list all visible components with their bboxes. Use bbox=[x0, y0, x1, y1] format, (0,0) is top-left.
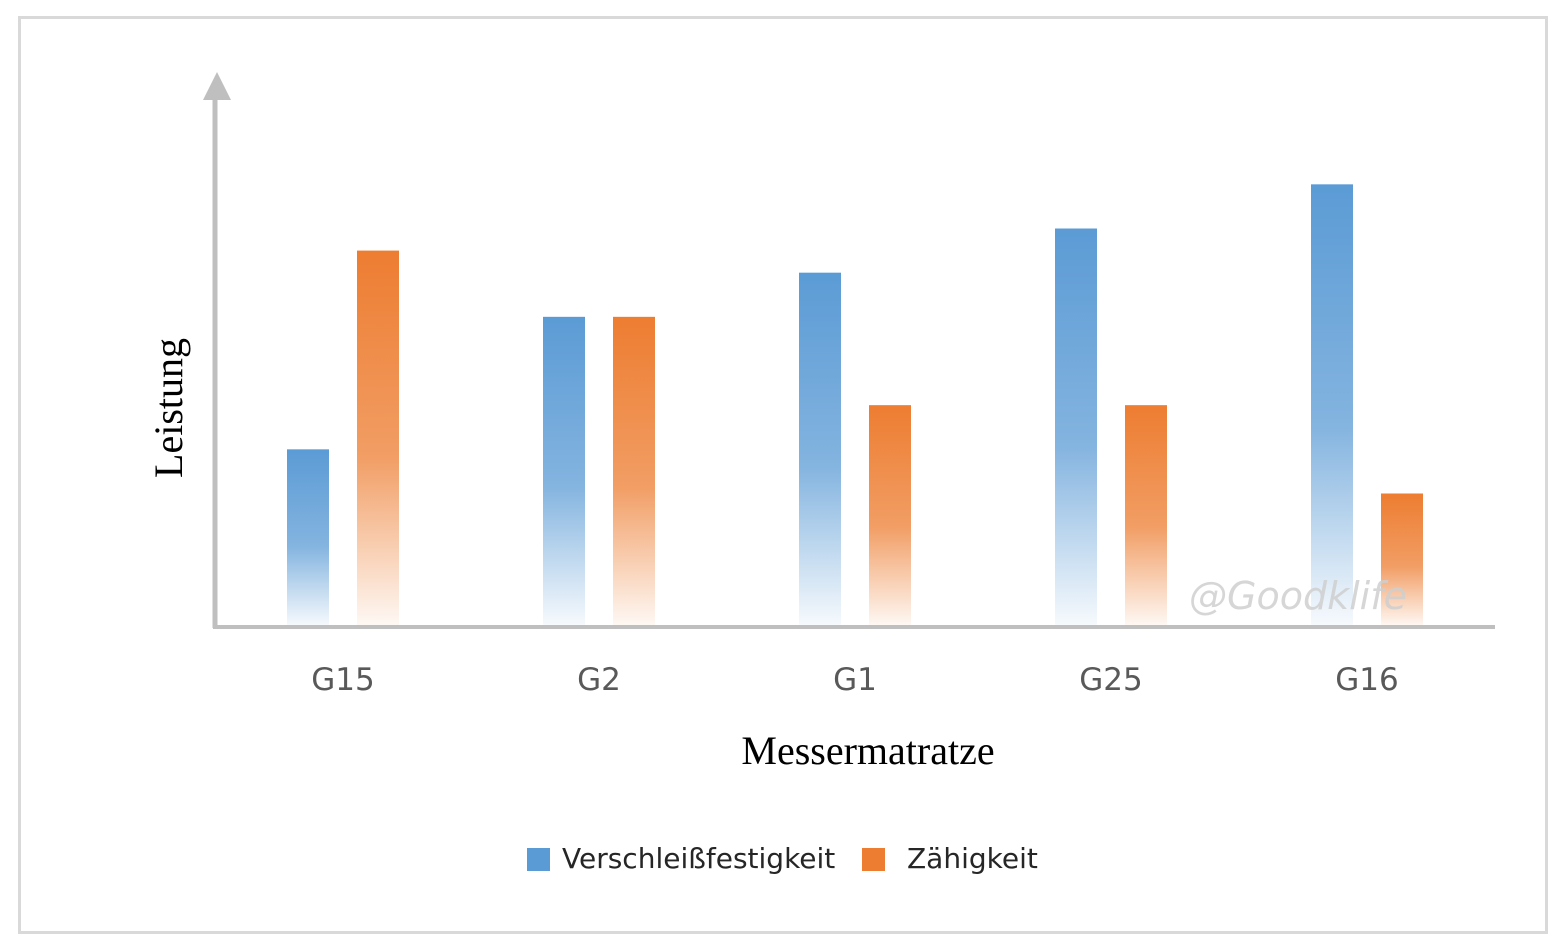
legend-label-zaehigkeit: Zähigkeit bbox=[907, 842, 1038, 875]
category-label-g1: G1 bbox=[833, 662, 877, 698]
watermark-text: @Goodklife bbox=[1189, 574, 1407, 618]
legend-swatch-zaehigkeit bbox=[862, 848, 885, 871]
category-labels: G15 G2 G1 G25 G16 bbox=[311, 662, 1398, 698]
bar-verschleissfestigkeit-g15 bbox=[287, 449, 329, 626]
bar-verschleissfestigkeit-g16 bbox=[1311, 184, 1353, 627]
bar-verschleissfestigkeit-g25 bbox=[1055, 228, 1097, 626]
bar-zaehigkeit-g25 bbox=[1125, 405, 1167, 626]
y-axis-arrow bbox=[203, 72, 231, 100]
chart-frame bbox=[18, 16, 1548, 934]
category-label-g15: G15 bbox=[311, 662, 374, 698]
bar-zaehigkeit-g1 bbox=[869, 405, 911, 626]
category-label-g25: G25 bbox=[1079, 662, 1142, 698]
bar-verschleissfestigkeit-g2 bbox=[543, 316, 585, 626]
bar-zaehigkeit-g15 bbox=[357, 250, 399, 627]
x-axis-title: Messermatratze bbox=[741, 728, 994, 773]
category-label-g16: G16 bbox=[1335, 662, 1398, 698]
legend-label-verschleissfestigkeit: Verschleißfestigkeit bbox=[562, 842, 835, 875]
category-label-g2: G2 bbox=[577, 662, 621, 698]
bars-group bbox=[287, 184, 1423, 627]
bar-zaehigkeit-g16 bbox=[1381, 493, 1423, 626]
bar-verschleissfestigkeit-g1 bbox=[799, 272, 841, 626]
legend-swatch-verschleissfestigkeit bbox=[527, 848, 550, 871]
legend: Verschleißfestigkeit Zähigkeit bbox=[527, 842, 1038, 875]
y-axis-title: Leistung bbox=[146, 338, 191, 478]
bar-zaehigkeit-g2 bbox=[613, 316, 655, 626]
